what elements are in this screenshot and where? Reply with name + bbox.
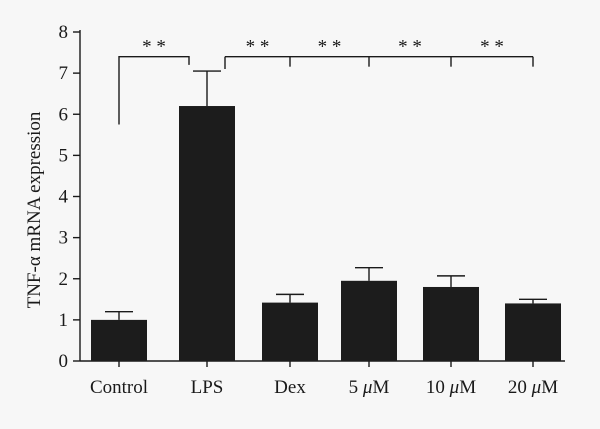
significance-label: * * — [142, 37, 166, 58]
bar-5-um — [341, 280, 397, 361]
y-tick-label: 6 — [59, 104, 69, 125]
x-tick-label: Dex — [274, 377, 306, 398]
bracket-control-lps — [118, 55, 190, 125]
y-tick-label: 4 — [59, 187, 69, 208]
y-tick-label: 8 — [59, 22, 69, 43]
bar-10-um — [423, 286, 479, 361]
axes: 0 1 2 3 4 5 6 7 8 Control LPS Dex 5 μM 10 μM 20 μM — [59, 22, 565, 398]
bar-20-um — [505, 303, 561, 361]
y-tick-label: 2 — [59, 269, 69, 290]
x-tick-label: 10 μM — [426, 377, 476, 398]
significance-label: * * — [246, 37, 270, 58]
significance-label: * * — [480, 37, 504, 58]
x-tick-label: Control — [90, 377, 148, 398]
significance-label: * * — [398, 37, 422, 58]
y-tick-label: 1 — [59, 310, 69, 331]
bars — [91, 106, 561, 362]
x-tick-label: 20 μM — [508, 377, 558, 398]
y-tick-label: 3 — [59, 228, 69, 249]
x-tick-label: LPS — [191, 377, 224, 398]
significance-label: * * — [318, 37, 342, 58]
bar-control — [91, 319, 147, 361]
y-axis-label: TNF-α mRNA expression — [24, 111, 45, 308]
y-tick-label: 0 — [59, 351, 69, 372]
bar-lps — [179, 106, 235, 362]
y-tick-label: 7 — [59, 63, 69, 84]
y-tick-label: 5 — [59, 145, 69, 166]
error-bars — [105, 70, 547, 320]
x-tick-label: 5 μM — [349, 377, 390, 398]
bar-dex — [262, 302, 318, 361]
significance-annotations: * * * * * * * * * * — [118, 37, 534, 125]
